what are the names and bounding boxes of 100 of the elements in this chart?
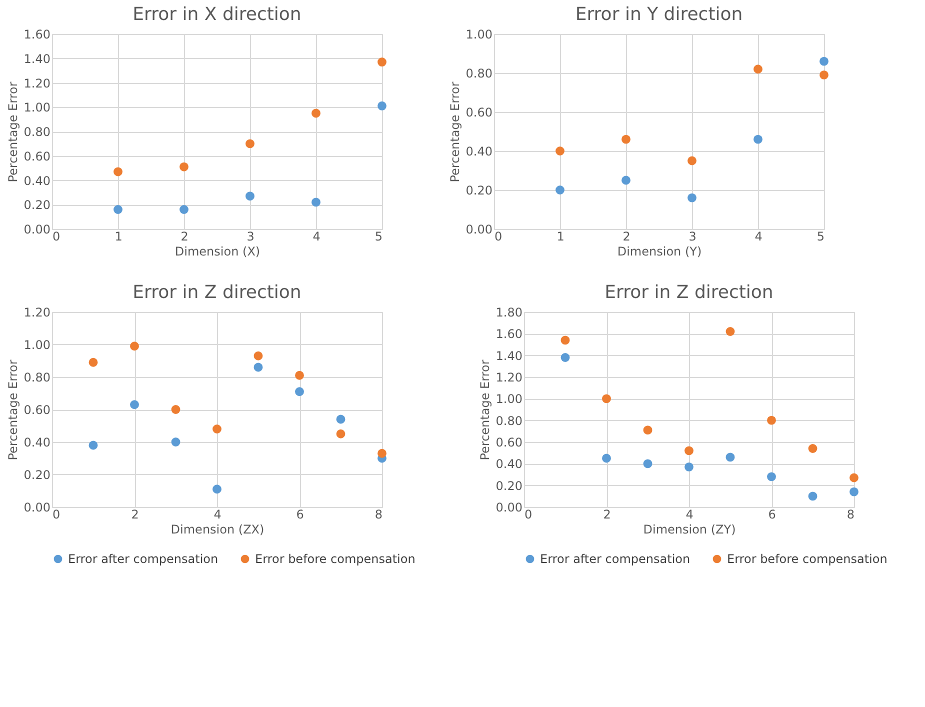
point [754,134,762,144]
y-tick-label: 0.00 [466,222,492,236]
point [643,459,652,468]
point [622,176,630,185]
point [312,108,320,118]
x-tick-label: 6 [296,508,304,522]
point [820,56,828,66]
y-tick-label: 0.80 [496,414,522,428]
y-tick-label: 0.00 [24,222,50,236]
x-tick-label: 3 [246,230,254,244]
point [246,139,254,148]
y-tick-label: 0.20 [24,198,50,212]
y-tick-label: 0.20 [496,478,522,493]
legend-label: Error after compensation [540,552,690,566]
point [684,462,694,472]
x-tick-label: 2 [131,508,139,522]
x-axis-title: Dimension (Y) [617,244,702,258]
y-tick-label: 1.00 [24,338,50,352]
x-tick-label: 4 [214,508,222,522]
point [556,186,564,194]
point [556,146,564,156]
point [130,342,139,351]
y-tick-label: 0.40 [466,144,492,158]
point [180,162,188,172]
point [767,416,776,425]
point [336,429,346,438]
x-tick-label: 2 [180,230,188,244]
y-tick-label: 0.80 [24,125,50,139]
y-tick-label: 0.60 [24,403,50,417]
point [246,192,254,201]
point [212,424,222,434]
point [688,156,696,166]
point [336,414,346,424]
point [114,205,122,214]
x-tick-label: 1 [114,230,122,244]
x-axis-title: Dimension (ZX) [170,522,264,536]
y-tick-label: 1.60 [496,327,522,342]
x-axis-title: Dimension (X) [174,244,260,258]
y-tick-label: 1.00 [496,392,522,406]
y-tick-label: 0.80 [466,66,492,80]
point [171,405,180,414]
point [212,484,222,494]
point [726,327,735,336]
point [295,387,304,396]
y-tick-label: 1.40 [24,52,50,66]
point [602,454,611,463]
point [88,358,98,367]
x-tick-label: 0 [52,230,60,244]
point [560,353,570,362]
point [850,487,858,496]
point [180,205,188,214]
x-tick-label: 8 [374,508,382,522]
y-tick-label: 1.20 [496,370,522,384]
x-tick-label: 0 [52,508,60,522]
x-tick-label: 6 [768,508,776,522]
y-axis-title: Percentage Error [448,82,462,182]
y-tick-label: 1.00 [24,100,50,115]
point [88,440,98,450]
point [808,492,818,501]
legend-label: Error before compensation [727,552,888,566]
y-axis-title: Percentage Error [6,82,20,182]
y-axis-title: Percentage Error [6,360,20,460]
point [295,370,304,380]
y-tick-label: 0.40 [496,457,522,472]
x-tick-label: 0 [524,508,532,522]
y-tick-label: 0.20 [466,184,492,198]
x-tick-label: 5 [816,230,824,244]
x-tick-label: 2 [603,508,611,522]
legend-label: Error before compensation [255,552,416,566]
point [114,167,122,176]
y-tick-label: 1.40 [496,348,522,363]
y-tick-label: 0.00 [24,500,50,514]
y-tick-label: 0.00 [496,500,522,514]
point [171,438,180,446]
y-axis-title: Percentage Error [478,360,492,460]
legend-label: Error after compensation [68,552,218,566]
point [602,394,611,404]
point [560,336,570,345]
y-tick-label: 0.80 [24,370,50,384]
chart-title: Error in Y direction [575,4,743,25]
y-tick-label: 0.40 [24,174,50,188]
y-tick-label: 0.60 [466,106,492,120]
x-axis-title: Dimension (ZY) [643,522,736,536]
y-tick-label: 1.60 [24,28,50,42]
point [754,64,762,74]
y-tick-label: 1.80 [496,306,522,320]
chart-title: Error in X direction [132,4,302,25]
point [378,58,386,66]
chart-title: Error in Z direction [604,282,774,303]
x-tick-label: 3 [688,230,696,244]
y-tick-label: 0.40 [24,436,50,450]
y-tick-label: 1.20 [24,306,50,320]
point [767,472,776,482]
point [643,426,652,435]
point [726,452,735,462]
x-tick-label: 4 [312,230,320,244]
y-tick-label: 1.20 [24,76,50,90]
point [684,446,694,456]
x-tick-label: 1 [556,230,564,244]
point [808,444,818,453]
